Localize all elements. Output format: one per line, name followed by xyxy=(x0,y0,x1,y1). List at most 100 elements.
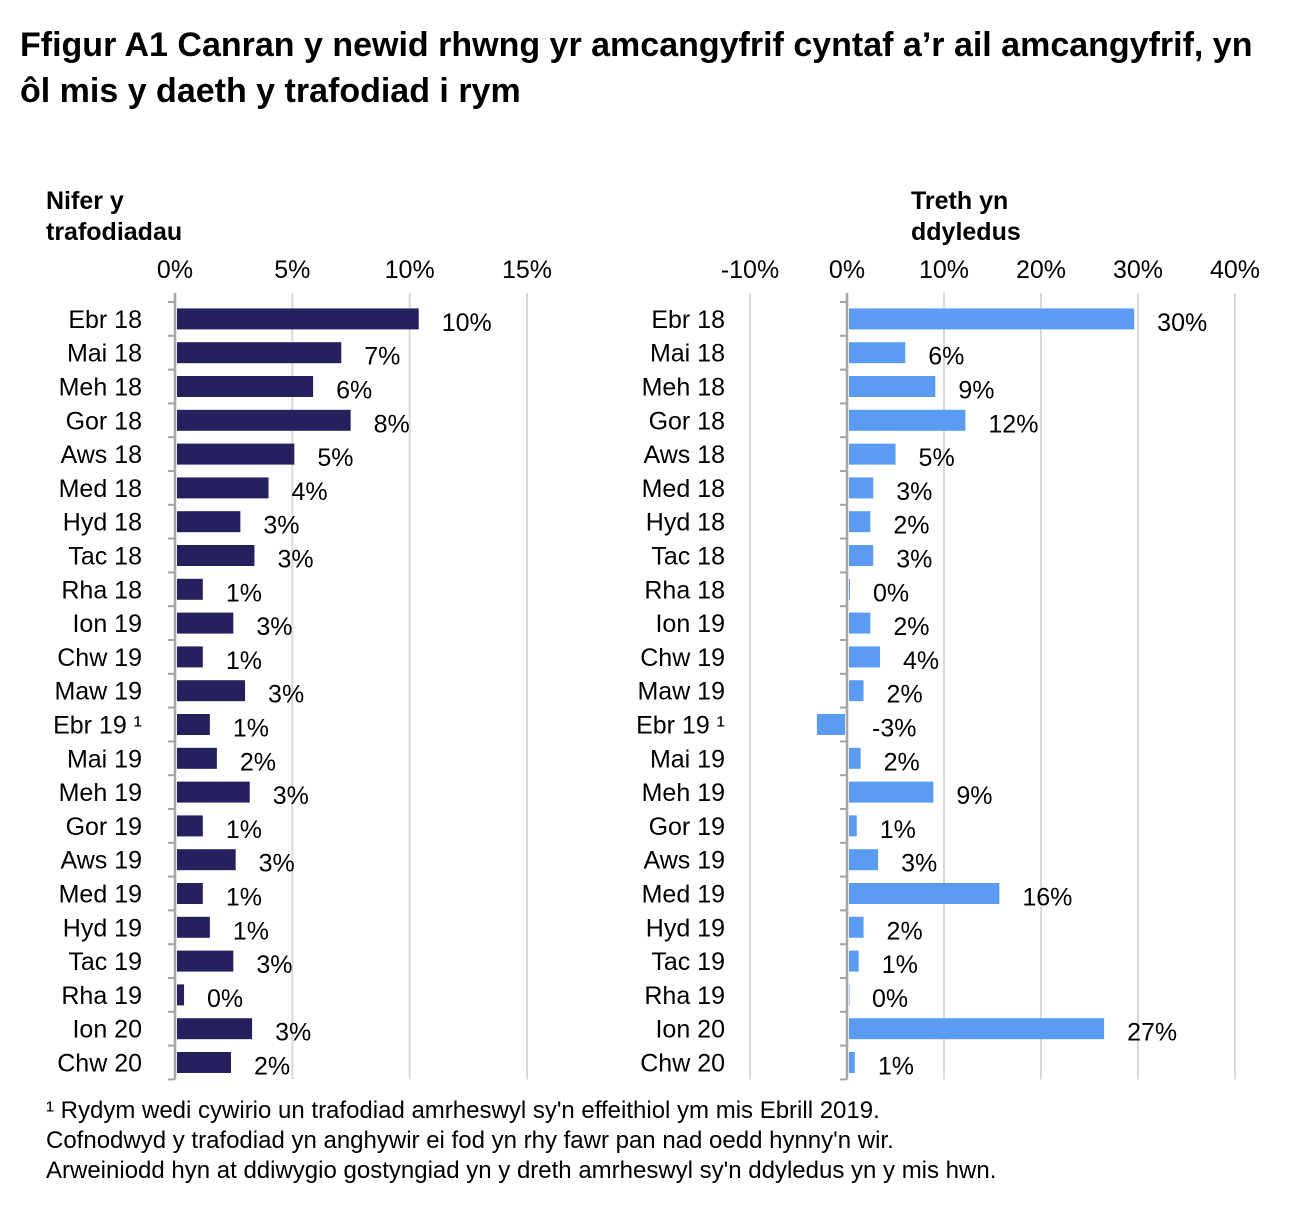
data-label: 2% xyxy=(893,512,929,540)
bar xyxy=(177,916,210,938)
category-label: Ebr 18 xyxy=(651,306,725,334)
data-label: 1% xyxy=(878,1053,914,1081)
bar xyxy=(177,511,241,533)
category-label: Meh 18 xyxy=(642,374,725,402)
data-label: 8% xyxy=(374,410,410,438)
data-label: 2% xyxy=(887,681,923,709)
bar xyxy=(177,883,203,904)
bar xyxy=(177,680,246,702)
bar xyxy=(177,781,250,803)
category-label: Chw 19 xyxy=(640,644,725,672)
data-label: 6% xyxy=(928,343,964,371)
category-label: Rha 19 xyxy=(644,982,725,1010)
x-tick-label: 40% xyxy=(1210,256,1260,284)
category-label: Gor 19 xyxy=(66,813,142,841)
category-label: Gor 19 xyxy=(649,813,725,841)
bar xyxy=(849,680,864,702)
category-label: Mai 18 xyxy=(650,340,725,368)
footnote: ¹ Rydym wedi cywirio un trafodiad amrhes… xyxy=(46,1096,996,1186)
data-label: 0% xyxy=(207,985,243,1013)
category-label: Maw 19 xyxy=(54,678,142,706)
data-label: 9% xyxy=(956,782,992,810)
category-label: Meh 19 xyxy=(642,779,725,807)
category-label: Rha 18 xyxy=(644,576,725,604)
data-label: 5% xyxy=(317,444,353,472)
bar xyxy=(849,578,850,600)
bar xyxy=(849,781,934,803)
data-label: 3% xyxy=(259,850,295,878)
bar xyxy=(177,1052,231,1073)
data-label: 12% xyxy=(988,410,1038,438)
bar xyxy=(849,308,1135,330)
category-label: Ion 19 xyxy=(655,610,725,638)
data-label: 1% xyxy=(880,816,916,844)
category-label: Hyd 19 xyxy=(646,914,725,942)
category-label: Ebr 19 ¹ xyxy=(53,712,142,740)
category-label: Rha 18 xyxy=(61,576,142,604)
data-label: 3% xyxy=(896,478,932,506)
category-label: Aws 18 xyxy=(60,441,142,469)
data-label: 4% xyxy=(292,478,328,506)
data-label: 2% xyxy=(884,748,920,776)
x-tick-label: 0% xyxy=(157,256,193,284)
data-label: 0% xyxy=(872,985,908,1013)
bar xyxy=(177,646,203,668)
data-label: 2% xyxy=(887,917,923,945)
data-label: 1% xyxy=(226,884,262,912)
bar xyxy=(849,984,850,1006)
data-label: 3% xyxy=(277,546,313,574)
data-label: 1% xyxy=(226,647,262,675)
x-tick-label: 10% xyxy=(385,256,435,284)
bar xyxy=(177,409,351,431)
data-label: 30% xyxy=(1157,309,1207,337)
data-label: 16% xyxy=(1022,884,1072,912)
category-label: Mai 19 xyxy=(67,745,142,773)
data-label: 1% xyxy=(233,715,269,743)
category-label: Mai 19 xyxy=(650,745,725,773)
category-label: Gor 18 xyxy=(649,407,725,435)
x-tick-label: 0% xyxy=(829,256,865,284)
category-label: Med 19 xyxy=(642,881,725,909)
category-label: Ebr 18 xyxy=(68,306,142,334)
category-label: Hyd 19 xyxy=(63,914,142,942)
bar xyxy=(177,545,255,566)
bar xyxy=(177,1018,253,1040)
bar xyxy=(849,376,936,397)
category-label: Med 18 xyxy=(642,475,725,503)
bar xyxy=(816,714,845,735)
bar xyxy=(849,747,861,769)
category-label: Aws 18 xyxy=(643,441,725,469)
category-label: Tac 18 xyxy=(651,543,725,571)
bar xyxy=(849,409,966,431)
panel-title: Nifer y xyxy=(46,187,124,215)
data-label: 1% xyxy=(233,917,269,945)
category-label: Maw 19 xyxy=(637,678,725,706)
bar xyxy=(177,308,419,330)
category-label: Gor 18 xyxy=(66,407,142,435)
bar xyxy=(177,376,314,397)
data-label: 3% xyxy=(256,951,292,979)
category-label: Tac 19 xyxy=(651,948,725,976)
data-label: 3% xyxy=(273,782,309,810)
x-tick-label: -10% xyxy=(721,256,779,284)
x-tick-label: 10% xyxy=(919,256,969,284)
bar xyxy=(849,1052,855,1073)
category-label: Chw 20 xyxy=(57,1050,142,1078)
bar xyxy=(849,849,879,871)
bar xyxy=(849,511,871,533)
category-label: Rha 19 xyxy=(61,982,142,1010)
bar xyxy=(177,714,210,735)
data-label: -3% xyxy=(872,715,916,743)
bar xyxy=(177,477,269,499)
data-label: 27% xyxy=(1127,1019,1177,1047)
figure-title: Ffigur A1 Canran y newid rhwng yr amcang… xyxy=(20,26,1253,110)
data-label: 3% xyxy=(275,1019,311,1047)
bar xyxy=(177,612,234,634)
category-label: Ion 20 xyxy=(655,1016,725,1044)
category-label: Tac 19 xyxy=(68,948,142,976)
category-label: Ion 19 xyxy=(72,610,142,638)
bar xyxy=(177,443,295,465)
bar xyxy=(177,815,203,837)
bar xyxy=(849,443,896,465)
